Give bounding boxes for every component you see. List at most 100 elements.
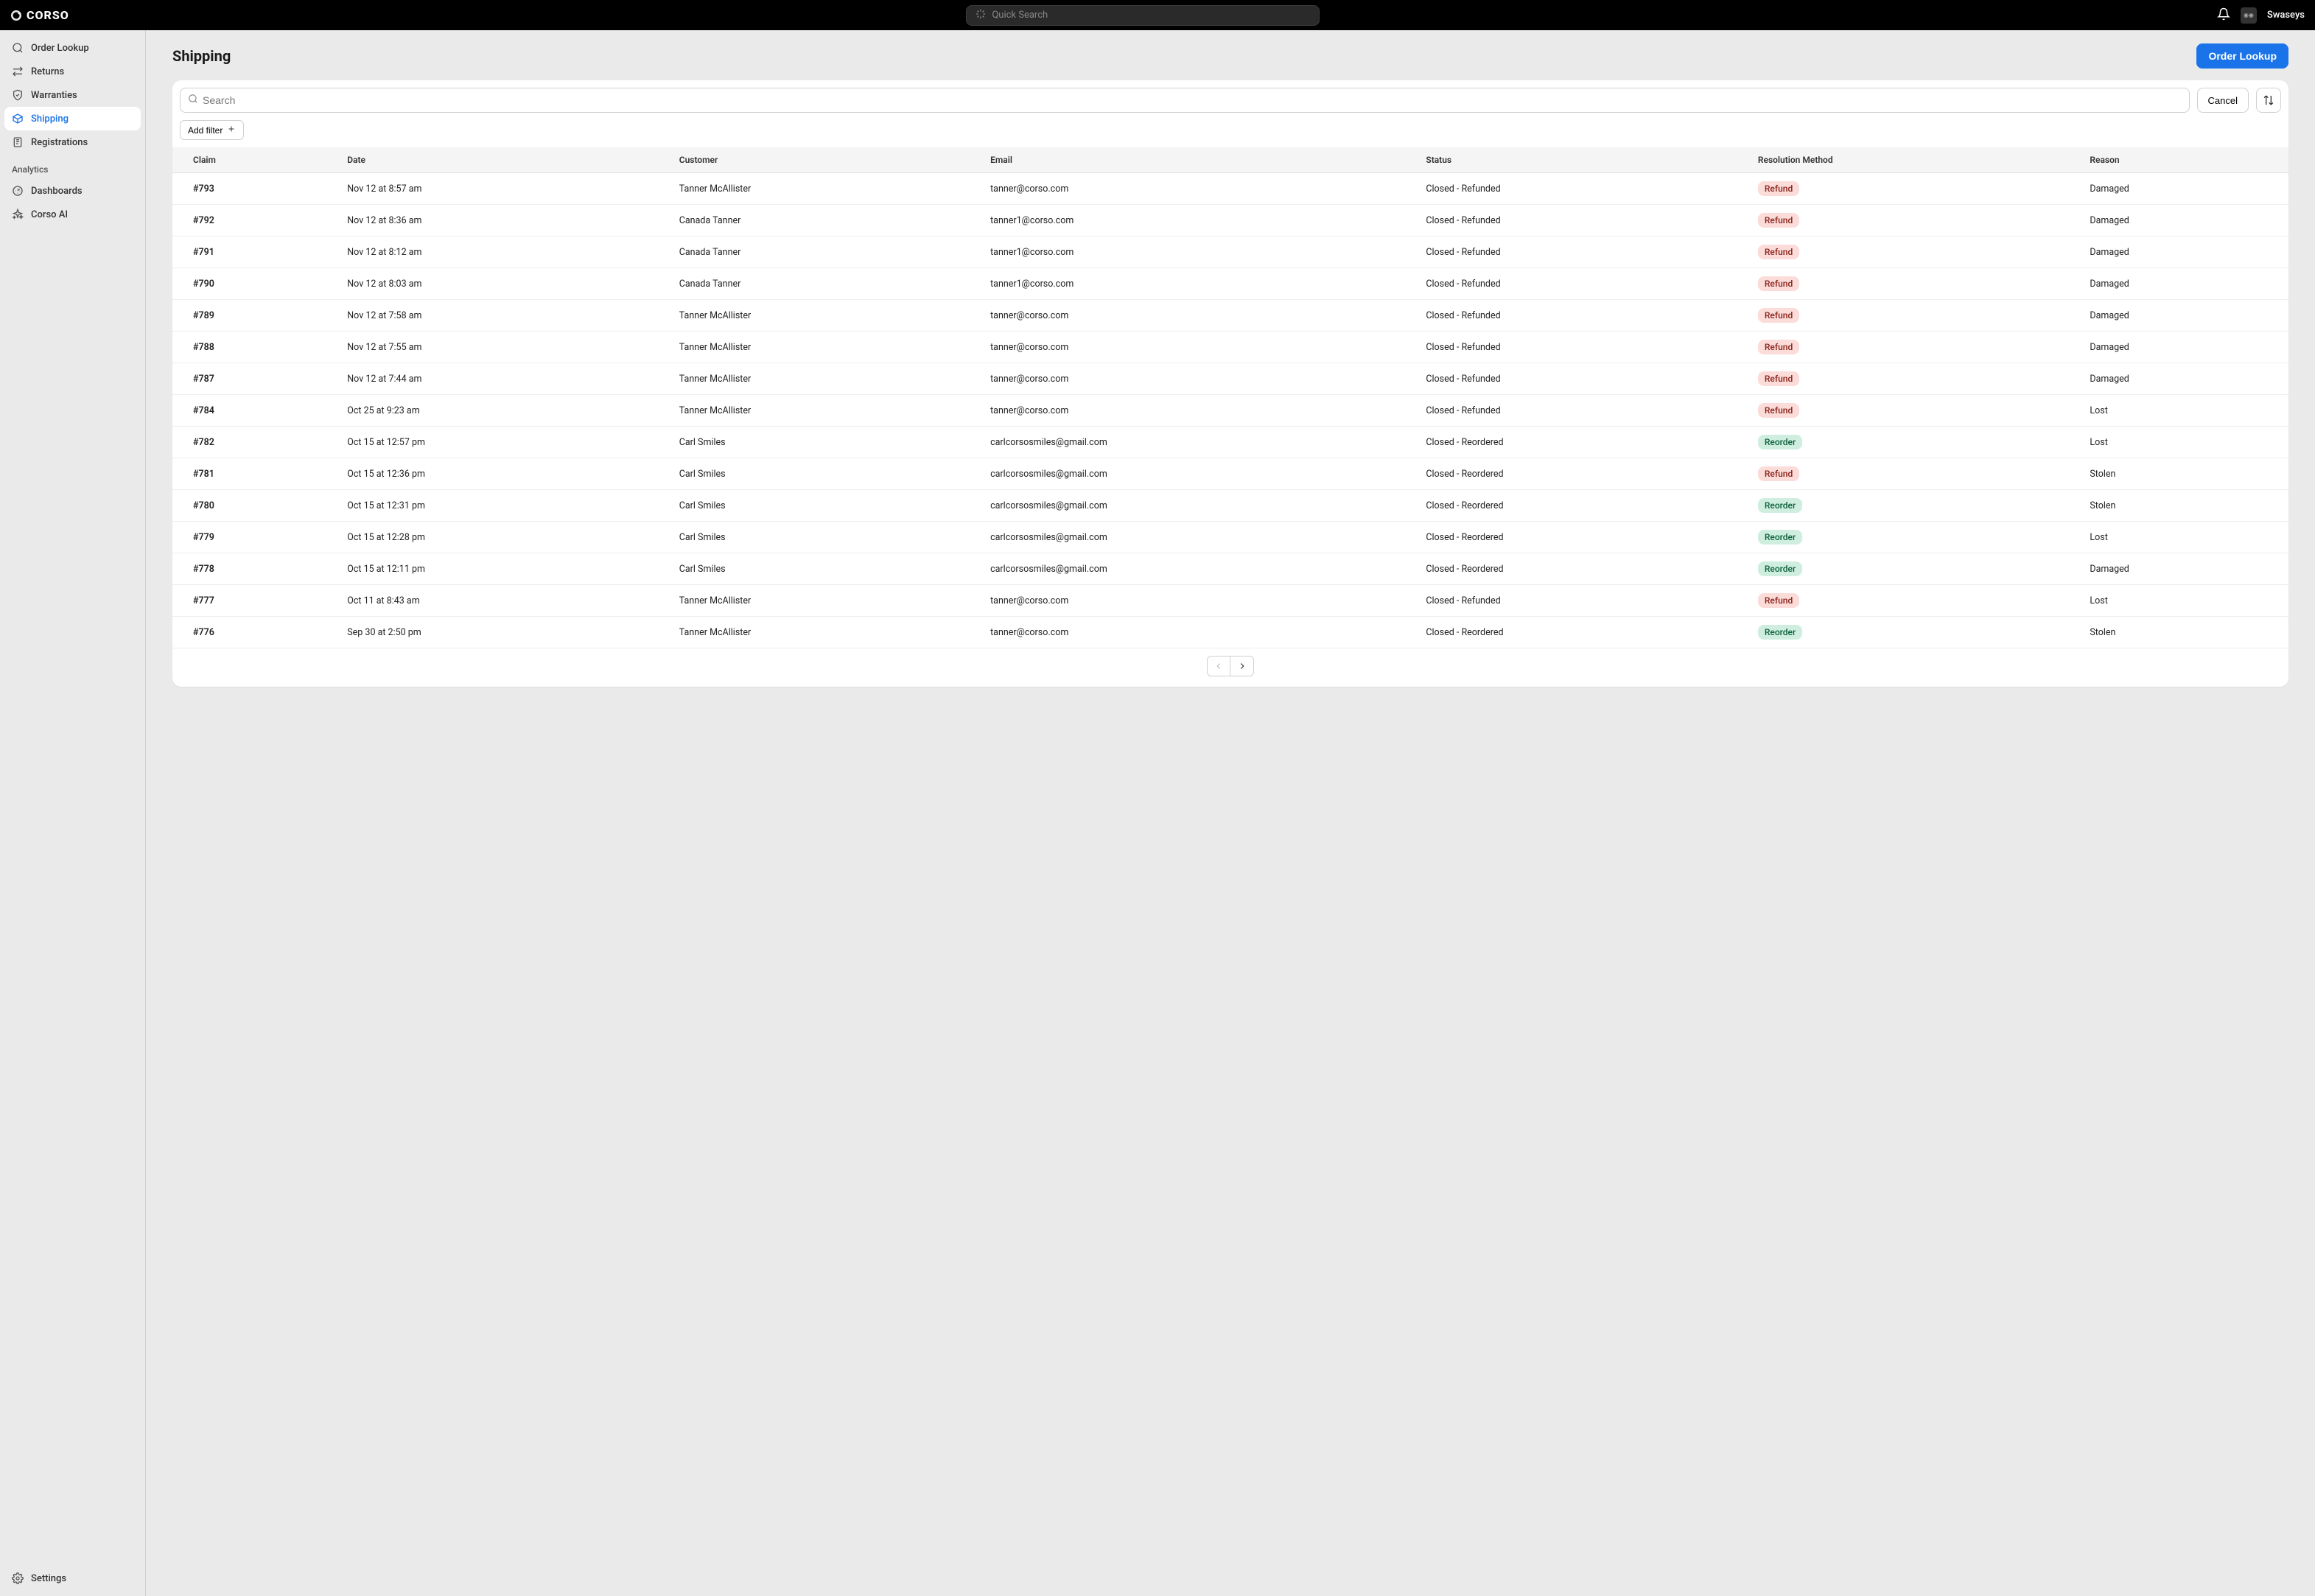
sort-icon [2263, 94, 2274, 106]
cell-status: Closed - Refunded [1417, 332, 1749, 363]
add-filter-button[interactable]: Add filter [180, 120, 244, 140]
table-row[interactable]: #781Oct 15 at 12:36 pmCarl Smilescarlcor… [172, 458, 2288, 490]
table-row[interactable]: #792Nov 12 at 8:36 amCanada Tannertanner… [172, 205, 2288, 237]
refund-badge: Refund [1758, 308, 1799, 323]
table-row[interactable]: #779Oct 15 at 12:28 pmCarl Smilescarlcor… [172, 522, 2288, 553]
cell-date: Oct 11 at 8:43 am [338, 585, 670, 617]
cell-claim: #780 [172, 490, 338, 522]
cell-customer: Carl Smiles [670, 553, 981, 585]
username[interactable]: Swaseys [2267, 10, 2305, 21]
cell-reason: Damaged [2081, 300, 2288, 332]
table-row[interactable]: #789Nov 12 at 7:58 amTanner McAllisterta… [172, 300, 2288, 332]
cell-claim: #776 [172, 617, 338, 648]
sidebar-item-shipping[interactable]: Shipping [4, 107, 141, 130]
sidebar-item-order-lookup[interactable]: Order Lookup [4, 36, 141, 60]
cancel-button[interactable]: Cancel [2197, 88, 2249, 113]
cell-reason: Damaged [2081, 363, 2288, 395]
order-lookup-button[interactable]: Order Lookup [2196, 43, 2288, 69]
column-header-resolution-method[interactable]: Resolution Method [1749, 147, 2081, 173]
cell-date: Nov 12 at 8:12 am [338, 237, 670, 268]
search-input-wrap[interactable] [180, 88, 2190, 113]
pagination [172, 648, 2288, 687]
cell-status: Closed - Reordered [1417, 490, 1749, 522]
cell-reason: Lost [2081, 585, 2288, 617]
cell-status: Closed - Refunded [1417, 205, 1749, 237]
sort-button[interactable] [2256, 88, 2281, 113]
cell-date: Nov 12 at 8:36 am [338, 205, 670, 237]
table-row[interactable]: #790Nov 12 at 8:03 amCanada Tannertanner… [172, 268, 2288, 300]
notifications-icon[interactable] [2217, 7, 2230, 24]
column-header-email[interactable]: Email [981, 147, 1417, 173]
cell-claim: #792 [172, 205, 338, 237]
column-header-reason[interactable]: Reason [2081, 147, 2288, 173]
cell-customer: Tanner McAllister [670, 395, 981, 427]
table-row[interactable]: #780Oct 15 at 12:31 pmCarl Smilescarlcor… [172, 490, 2288, 522]
logo-text: CORSO [27, 8, 69, 22]
refund-badge: Refund [1758, 276, 1799, 291]
cell-resolution-method: Refund [1749, 205, 2081, 237]
logo-icon [10, 10, 22, 21]
column-header-customer[interactable]: Customer [670, 147, 981, 173]
table-row[interactable]: #791Nov 12 at 8:12 amCanada Tannertanner… [172, 237, 2288, 268]
table-row[interactable]: #776Sep 30 at 2:50 pmTanner McAllisterta… [172, 617, 2288, 648]
cell-date: Nov 12 at 8:03 am [338, 268, 670, 300]
sidebar-item-settings[interactable]: Settings [4, 1567, 141, 1590]
cell-status: Closed - Reordered [1417, 553, 1749, 585]
cell-status: Closed - Reordered [1417, 458, 1749, 490]
cell-resolution-method: Reorder [1749, 427, 2081, 458]
cell-status: Closed - Reordered [1417, 617, 1749, 648]
search-input[interactable] [203, 94, 2182, 106]
cell-email: tanner@corso.com [981, 363, 1417, 395]
sidebar-item-registrations[interactable]: Registrations [4, 130, 141, 154]
chevron-left-icon [1213, 661, 1224, 671]
cell-reason: Lost [2081, 395, 2288, 427]
cell-email: tanner1@corso.com [981, 237, 1417, 268]
avatar[interactable]: ◉◉ [2241, 7, 2257, 24]
cell-email: tanner@corso.com [981, 332, 1417, 363]
cell-email: tanner@corso.com [981, 395, 1417, 427]
prev-page-button[interactable] [1207, 656, 1230, 676]
sidebar-item-corso-ai[interactable]: Corso AI [4, 203, 141, 226]
logo[interactable]: CORSO [10, 8, 69, 22]
next-page-button[interactable] [1230, 656, 1254, 676]
sidebar-item-dashboards[interactable]: Dashboards [4, 179, 141, 203]
table-row[interactable]: #782Oct 15 at 12:57 pmCarl Smilescarlcor… [172, 427, 2288, 458]
sidebar-item-warranties[interactable]: Warranties [4, 83, 141, 107]
cell-status: Closed - Refunded [1417, 300, 1749, 332]
shield-icon [12, 89, 24, 101]
column-header-date[interactable]: Date [338, 147, 670, 173]
cell-claim: #781 [172, 458, 338, 490]
cell-resolution-method: Refund [1749, 268, 2081, 300]
cell-status: Closed - Refunded [1417, 268, 1749, 300]
sidebar-item-returns[interactable]: Returns [4, 60, 141, 83]
cell-customer: Canada Tanner [670, 205, 981, 237]
search-icon [12, 42, 24, 54]
table-row[interactable]: #793Nov 12 at 8:57 amTanner McAllisterta… [172, 173, 2288, 205]
table-row[interactable]: #777Oct 11 at 8:43 amTanner McAllisterta… [172, 585, 2288, 617]
cell-date: Nov 12 at 8:57 am [338, 173, 670, 205]
plus-icon [227, 125, 236, 136]
cell-reason: Lost [2081, 427, 2288, 458]
cell-status: Closed - Reordered [1417, 522, 1749, 553]
cell-customer: Canada Tanner [670, 268, 981, 300]
cell-customer [670, 648, 981, 649]
cell-resolution-method: Reorder [1749, 648, 2081, 649]
cell-claim: #777 [172, 585, 338, 617]
column-header-status[interactable]: Status [1417, 147, 1749, 173]
table-row[interactable]: #787Nov 12 at 7:44 amTanner McAllisterta… [172, 363, 2288, 395]
column-header-claim[interactable]: Claim [172, 147, 338, 173]
cell-claim: #789 [172, 300, 338, 332]
cell-resolution-method: Refund [1749, 395, 2081, 427]
table-row[interactable]: #784Oct 25 at 9:23 amTanner McAllisterta… [172, 395, 2288, 427]
table-row[interactable]: #778Oct 15 at 12:11 pmCarl Smilescarlcor… [172, 553, 2288, 585]
quick-search[interactable]: Quick Search [966, 5, 1320, 26]
table-row[interactable]: #788Nov 12 at 7:55 amTanner McAllisterta… [172, 332, 2288, 363]
cell-reason: Stolen [2081, 648, 2288, 649]
cell-email: tanner1@corso.com [981, 205, 1417, 237]
table-row[interactable]: #775Sep 30 at 2:35 pmtanner@corso.comIn … [172, 648, 2288, 649]
cell-customer: Tanner McAllister [670, 585, 981, 617]
cell-email: carlcorsosmiles@gmail.com [981, 553, 1417, 585]
cell-resolution-method: Reorder [1749, 490, 2081, 522]
cell-email: tanner@corso.com [981, 648, 1417, 649]
cell-reason: Damaged [2081, 237, 2288, 268]
